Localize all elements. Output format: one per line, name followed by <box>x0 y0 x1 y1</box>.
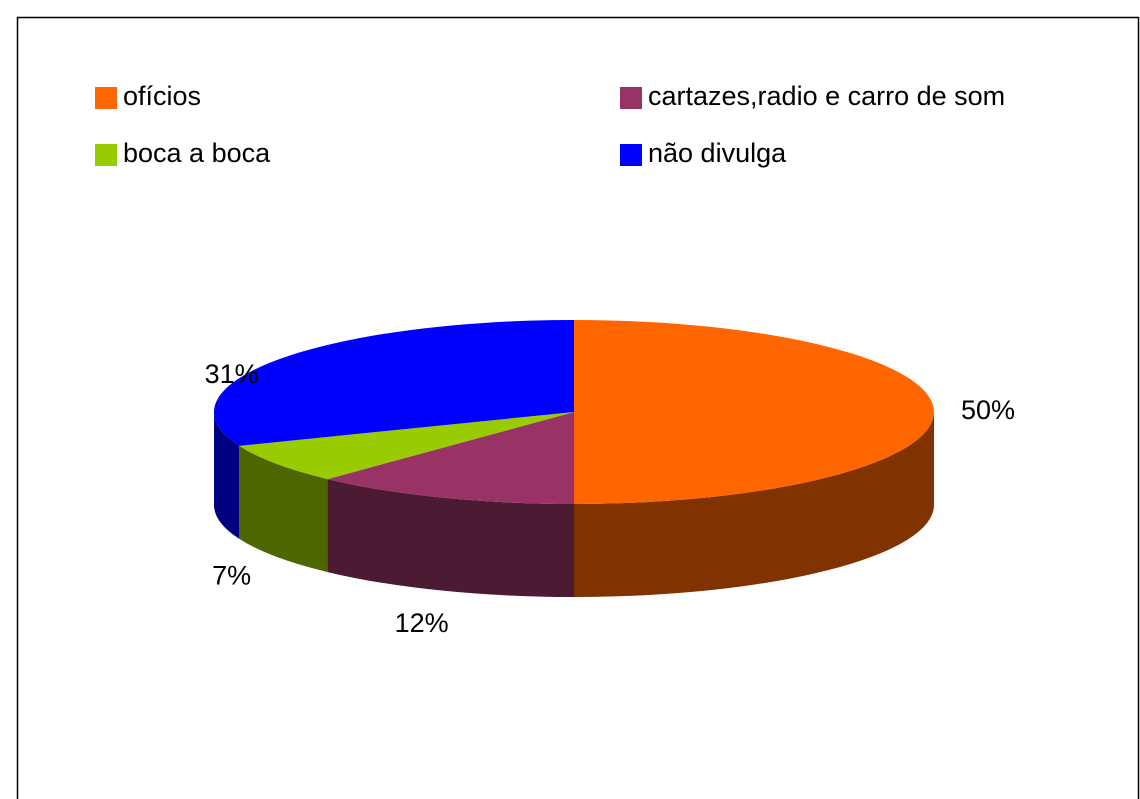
data-label: 12% <box>395 608 449 638</box>
pie-side <box>239 445 328 573</box>
legend-swatch <box>95 87 117 109</box>
data-label: 50% <box>961 395 1015 425</box>
pie-side <box>214 412 240 539</box>
legend-label: ofícios <box>123 81 201 111</box>
pie-side <box>574 412 934 597</box>
pie-side <box>327 479 574 597</box>
legend-label: cartazes,radio e carro de som <box>648 81 1005 111</box>
legend-swatch <box>95 144 117 166</box>
pie-slice <box>574 320 934 504</box>
data-label: 31% <box>205 359 259 389</box>
data-label: 7% <box>212 561 251 591</box>
legend-label: boca a boca <box>123 138 271 168</box>
legend-label: não divulga <box>648 138 787 168</box>
legend-swatch <box>620 87 642 109</box>
pie-slice <box>239 412 575 480</box>
pie-slice <box>327 412 574 504</box>
pie-slice <box>213 320 574 446</box>
legend-swatch <box>620 144 642 166</box>
